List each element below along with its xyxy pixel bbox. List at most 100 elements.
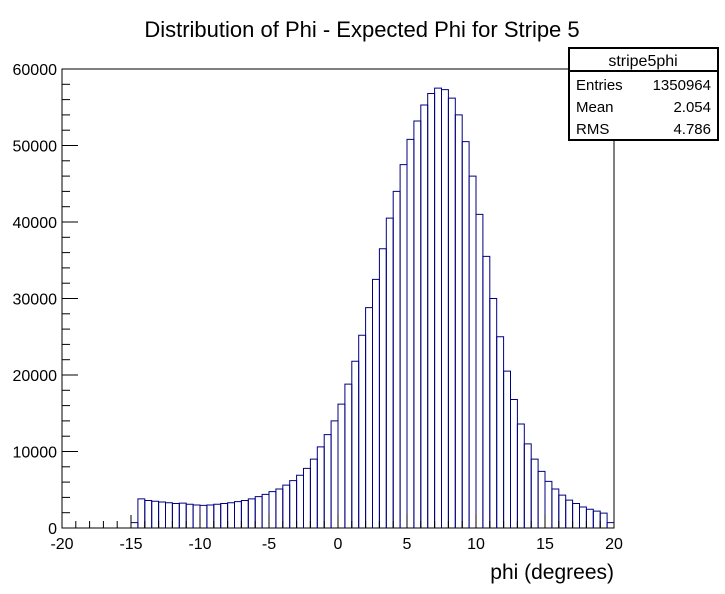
x-tick-label: 0 (334, 536, 343, 553)
y-tick-label: 30000 (13, 292, 58, 309)
y-tick-label: 0 (48, 521, 57, 538)
histogram-bin (378, 248, 387, 528)
histogram-bin (289, 480, 298, 528)
histogram-bin (606, 522, 615, 528)
histogram-bin (337, 403, 346, 528)
histogram-bin (268, 491, 277, 528)
histogram-bin (296, 474, 304, 528)
histogram-layer (130, 87, 615, 528)
histogram-bin (468, 175, 477, 528)
histogram-bin (516, 423, 525, 528)
stats-mean-label: Mean (576, 99, 614, 116)
histogram-bin (323, 434, 332, 528)
histogram-bin (427, 92, 436, 528)
y-tick-label: 40000 (13, 215, 58, 232)
histogram-bin (523, 443, 532, 528)
histogram-bin (261, 493, 270, 528)
stats-box-frame (568, 47, 719, 141)
histogram-bin (171, 503, 180, 528)
histogram-bin (392, 190, 401, 528)
x-tick-label: -10 (188, 536, 211, 553)
histogram-bin (530, 458, 539, 528)
histogram-bin (316, 446, 325, 528)
histogram-bin (454, 114, 463, 528)
histogram-bin (227, 502, 235, 528)
histogram-bin (206, 504, 215, 528)
histogram-bin (496, 336, 505, 528)
stats-rms-value: 4.786 (673, 121, 711, 138)
histogram-bin (220, 503, 229, 528)
histogram-bin (240, 499, 249, 528)
histogram-bin (178, 502, 187, 528)
histogram-bin (351, 360, 360, 528)
histogram-bin (247, 498, 256, 528)
histogram-bin (144, 499, 153, 528)
histogram-bin (158, 501, 166, 528)
histogram-bin (406, 138, 415, 528)
histogram-bin (137, 498, 146, 528)
histogram-bin (420, 104, 429, 528)
histogram-bin (461, 141, 470, 528)
x-tick-label: 15 (536, 536, 554, 553)
stats-entries-value: 1350964 (653, 77, 711, 94)
histogram-bin (365, 307, 373, 528)
histogram-bin (413, 120, 422, 528)
histogram-bin (599, 512, 608, 528)
histogram-bin (572, 503, 580, 528)
histogram-bin (585, 508, 594, 528)
histogram-bin (330, 420, 339, 528)
histogram-bin (503, 370, 511, 528)
histogram-bin (344, 383, 353, 528)
stats-entries-label: Entries (576, 77, 623, 94)
histogram-bin (592, 510, 601, 528)
stats-mean-value: 2.054 (673, 99, 711, 116)
y-tick-label: 60000 (13, 62, 58, 79)
x-axis-title: phi (degrees) (490, 561, 614, 584)
stats-box-title: stripe5phi (608, 53, 677, 70)
histogram-bin (385, 217, 394, 528)
histogram-bin (234, 501, 242, 528)
histogram-bin (358, 334, 367, 528)
x-tick-label: -15 (119, 536, 142, 553)
histogram-bin (482, 255, 491, 528)
x-tick-label: -5 (262, 536, 276, 553)
x-tick-label: 5 (403, 536, 412, 553)
x-tick-label: -20 (50, 536, 73, 553)
x-tick-label: 20 (605, 536, 623, 553)
histogram-bin (489, 298, 498, 528)
histogram-bin (537, 470, 546, 528)
histogram-bin (199, 504, 208, 528)
histogram-bin (434, 87, 442, 528)
histogram-bin (447, 97, 456, 528)
histogram-bin (441, 89, 449, 528)
y-tick-label: 50000 (13, 139, 58, 156)
histogram-bin (558, 494, 567, 528)
histogram-bin (282, 484, 291, 528)
histogram-bin (192, 504, 201, 528)
histogram-bin (565, 499, 574, 528)
histogram-bin (130, 522, 139, 528)
stats-rms-label: RMS (576, 121, 609, 138)
histogram-bin (151, 500, 160, 528)
histogram-bin (275, 488, 284, 528)
y-tick-label: 20000 (13, 368, 58, 385)
histogram-bin (303, 467, 311, 528)
histogram-bin (399, 164, 408, 528)
histogram-bin (579, 506, 587, 528)
histogram-bin (475, 213, 484, 528)
histogram-bin (372, 278, 380, 528)
axes-layer: -20 -15 -10 -5 0 5 10 15 20 0 10000 20000 30000 40000… (13, 62, 624, 553)
histogram-bin (309, 458, 318, 528)
histogram-bin (185, 503, 194, 528)
histogram-bin (254, 496, 263, 528)
y-tick-label: 10000 (13, 445, 58, 462)
histogram-bin (165, 502, 173, 528)
x-tick-label: 10 (467, 536, 485, 553)
stats-box: stripe5phi Entries 1350964 Mean 2.054 RM… (568, 47, 719, 141)
histogram-bin (510, 398, 518, 528)
histogram-bin (213, 503, 222, 528)
histogram-bin (544, 480, 553, 528)
chart-title: Distribution of Phi - Expected Phi for S… (144, 17, 579, 42)
histogram-bin (551, 488, 560, 528)
